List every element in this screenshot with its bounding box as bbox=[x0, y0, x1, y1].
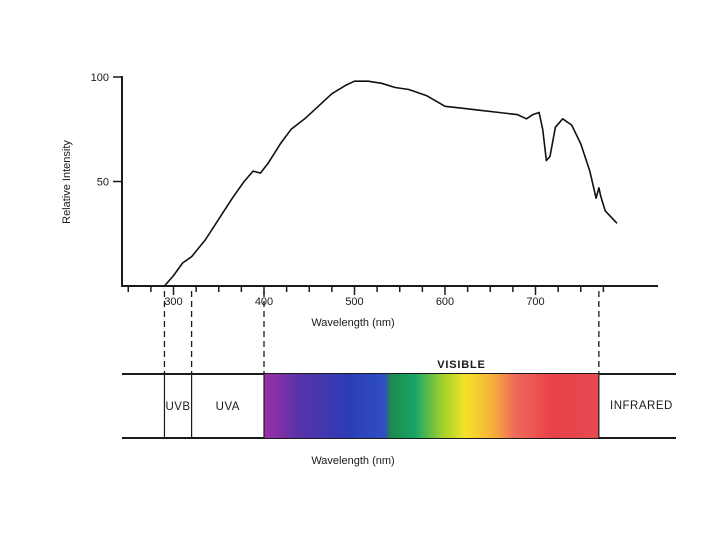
band-dividers bbox=[163, 374, 600, 438]
x-tick-label: 700 bbox=[526, 296, 544, 308]
uva-label: UVA bbox=[216, 401, 240, 413]
y-ticks: 50 100 bbox=[91, 72, 122, 189]
y-tick-label: 50 bbox=[97, 177, 109, 189]
y-tick-label: 100 bbox=[91, 72, 109, 84]
x-axis-label: Wavelength (nm) bbox=[311, 317, 394, 329]
x-tick-label: 300 bbox=[164, 296, 182, 308]
visible-spectrum-gradient bbox=[264, 374, 599, 438]
spectrum-x-axis-label: Wavelength (nm) bbox=[311, 455, 394, 467]
infrared-label: INFRARED bbox=[610, 400, 673, 412]
region-guide-lines bbox=[163, 291, 600, 374]
chart-axes bbox=[121, 76, 658, 287]
uvb-label: UVB bbox=[165, 401, 190, 413]
intensity-curve bbox=[163, 80, 618, 287]
spectrum-band: UVB UVA VISIBLE INFRARED Wavelength (nm) bbox=[122, 359, 676, 467]
x-tick-label: 500 bbox=[345, 296, 363, 308]
y-axis-label: Relative Intensity bbox=[61, 140, 73, 224]
visible-label: VISIBLE bbox=[437, 359, 485, 371]
x-ticks: 300 400 500 600 700 bbox=[127, 286, 605, 308]
x-tick-label: 600 bbox=[436, 296, 454, 308]
